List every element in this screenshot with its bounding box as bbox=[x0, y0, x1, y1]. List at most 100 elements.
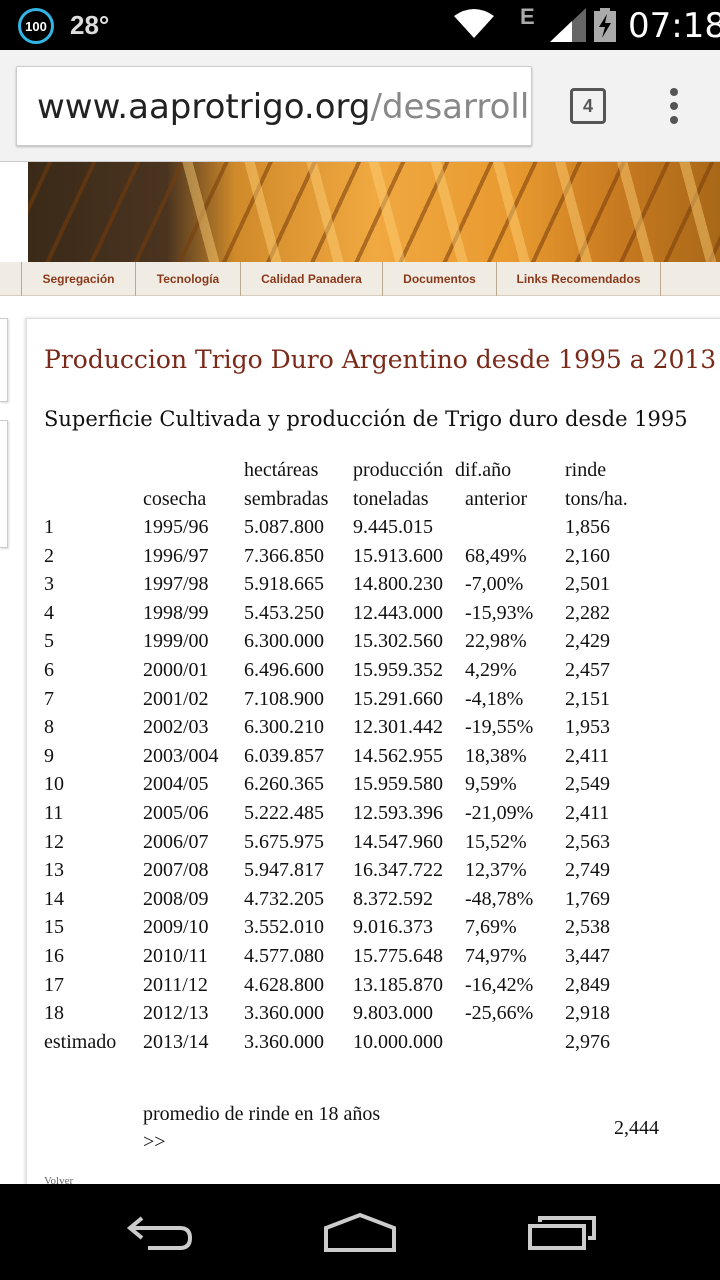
recent-apps-icon[interactable] bbox=[526, 1212, 598, 1252]
cell-cosecha: 1997/98 bbox=[143, 573, 209, 596]
wifi-icon bbox=[454, 9, 494, 38]
cell-produccion: 12.593.396 bbox=[353, 802, 443, 824]
nav-item-documentos[interactable]: Documentos bbox=[383, 262, 497, 296]
cell-hectareas: 5.675.975 bbox=[244, 830, 324, 853]
header-hectareas-2: sembradas bbox=[244, 488, 329, 510]
cell-rinde: 3,447 bbox=[565, 945, 610, 967]
cell-cosecha: 2005/06 bbox=[143, 802, 209, 824]
cell-produccion: 12.443.000 bbox=[353, 601, 443, 624]
row-number: 3 bbox=[44, 573, 54, 596]
cell-hectareas: 7.366.850 bbox=[244, 544, 324, 567]
page-title: Produccion Trigo Duro Argentino desde 19… bbox=[44, 345, 717, 374]
battery-charging-icon bbox=[594, 8, 616, 42]
row-number: 2 bbox=[44, 544, 54, 567]
cell-dif: 9,59% bbox=[465, 773, 517, 796]
nav-item-calidad-panadera[interactable]: Calidad Panadera bbox=[241, 262, 383, 296]
row-number: 18 bbox=[44, 1002, 64, 1025]
overflow-menu-icon[interactable] bbox=[668, 88, 680, 124]
cell-dif: -21,09% bbox=[465, 802, 534, 824]
nav-item-segregacion[interactable]: Segregación bbox=[22, 262, 136, 296]
cell-hectareas: 6.300.210 bbox=[244, 716, 324, 739]
android-nav-bar bbox=[0, 1184, 720, 1280]
home-icon[interactable] bbox=[322, 1212, 398, 1254]
cell-hectareas: 5.947.817 bbox=[244, 859, 324, 882]
row-number: 16 bbox=[44, 945, 64, 967]
cell-hectareas: 5.918.665 bbox=[244, 573, 324, 596]
row-number: 10 bbox=[44, 773, 64, 796]
cell-hectareas: 6.496.600 bbox=[244, 659, 324, 681]
cell-rinde: 2,429 bbox=[565, 630, 610, 653]
cell-hectareas: 3.360.000 bbox=[244, 1030, 324, 1053]
header-dif-1: dif.año bbox=[455, 459, 512, 481]
row-number: 9 bbox=[44, 744, 54, 767]
cell-rinde: 2,282 bbox=[565, 601, 610, 624]
cell-dif: -7,00% bbox=[465, 573, 524, 596]
nav-item-hidden[interactable] bbox=[0, 262, 22, 296]
header-rinde-1: rinde bbox=[565, 459, 607, 481]
cell-cosecha: 2009/10 bbox=[143, 916, 209, 939]
cell-produccion: 14.562.955 bbox=[353, 744, 443, 767]
promedio-label: promedio de rinde en 18 años bbox=[143, 1103, 381, 1125]
cell-rinde: 2,549 bbox=[565, 773, 610, 796]
cell-dif: -48,78% bbox=[465, 887, 534, 910]
page-subtitle: Superficie Cultivada y producción de Tri… bbox=[44, 407, 688, 431]
cell-rinde: 2,151 bbox=[565, 687, 610, 710]
cell-produccion: 14.800.230 bbox=[353, 573, 443, 596]
cell-rinde: 2,411 bbox=[565, 802, 610, 824]
row-number: 12 bbox=[44, 830, 64, 853]
tab-switcher-button[interactable]: 4 bbox=[570, 88, 606, 124]
cell-rinde: 2,849 bbox=[565, 973, 610, 996]
cell-cosecha: 2002/03 bbox=[143, 716, 209, 739]
cell-cosecha: 1999/00 bbox=[143, 630, 209, 653]
cell-cosecha: 2008/09 bbox=[143, 887, 209, 910]
row-number: 7 bbox=[44, 687, 54, 710]
url-bar[interactable]: www.aaprotrigo.org/desarrollo. bbox=[16, 66, 532, 146]
cell-dif: 68,49% bbox=[465, 544, 527, 567]
nav-item-tecnologia[interactable]: Tecnología bbox=[136, 262, 241, 296]
cell-dif: -25,66% bbox=[465, 1002, 534, 1025]
cell-produccion: 9.016.373 bbox=[353, 916, 433, 939]
cell-rinde: 2,457 bbox=[565, 659, 610, 681]
cell-hectareas: 4.732.205 bbox=[244, 887, 324, 910]
cell-cosecha: 1996/97 bbox=[143, 544, 209, 567]
nav-item-links-recomendados[interactable]: Links Recomendados bbox=[497, 262, 661, 296]
cell-cosecha: 2010/11 bbox=[143, 945, 208, 967]
cell-produccion: 13.185.870 bbox=[353, 973, 443, 996]
cell-rinde: 2,501 bbox=[565, 573, 610, 596]
cell-dif: 12,37% bbox=[465, 859, 527, 882]
back-icon[interactable] bbox=[124, 1212, 196, 1252]
cell-dif: 15,52% bbox=[465, 830, 527, 853]
cell-dif: 18,38% bbox=[465, 744, 527, 767]
temperature-label: 28° bbox=[70, 10, 110, 40]
volver-link[interactable]: Volver bbox=[44, 1175, 74, 1184]
row-number: 8 bbox=[44, 716, 54, 739]
row-number: 15 bbox=[44, 916, 64, 939]
web-page: Segregación Tecnología Calidad Panadera … bbox=[0, 162, 720, 1184]
cell-dif: -4,18% bbox=[465, 687, 524, 710]
cell-produccion: 15.291.660 bbox=[353, 687, 443, 710]
header-banner-image bbox=[28, 162, 720, 262]
cell-rinde: 2,160 bbox=[565, 544, 610, 567]
cell-produccion: 15.775.648 bbox=[353, 945, 443, 967]
row-number: 13 bbox=[44, 859, 64, 882]
cell-produccion: 14.547.960 bbox=[353, 830, 443, 853]
battery-circle-icon: 100 bbox=[18, 8, 54, 44]
row-number: 14 bbox=[44, 887, 64, 910]
row-number: estimado bbox=[44, 1030, 117, 1053]
cell-cosecha: 2007/08 bbox=[143, 859, 209, 882]
cell-hectareas: 5.222.485 bbox=[244, 802, 324, 824]
cell-dif: 74,97% bbox=[465, 945, 527, 967]
cell-hectareas: 5.453.250 bbox=[244, 601, 324, 624]
header-cosecha: cosecha bbox=[143, 488, 207, 510]
cell-produccion: 8.372.592 bbox=[353, 887, 433, 910]
main-content: Produccion Trigo Duro Argentino desde 19… bbox=[26, 318, 720, 1184]
header-produccion-1: producción bbox=[353, 459, 443, 481]
cell-hectareas: 4.577.080 bbox=[244, 945, 324, 967]
row-number: 5 bbox=[44, 630, 54, 653]
cell-produccion: 15.913.600 bbox=[353, 544, 443, 567]
cell-dif: 4,29% bbox=[465, 659, 517, 681]
cell-hectareas: 4.628.800 bbox=[244, 973, 324, 996]
cell-cosecha: 1998/99 bbox=[143, 601, 209, 624]
url-path: /desarrollo. bbox=[370, 87, 531, 127]
cell-rinde: 2,563 bbox=[565, 830, 610, 853]
